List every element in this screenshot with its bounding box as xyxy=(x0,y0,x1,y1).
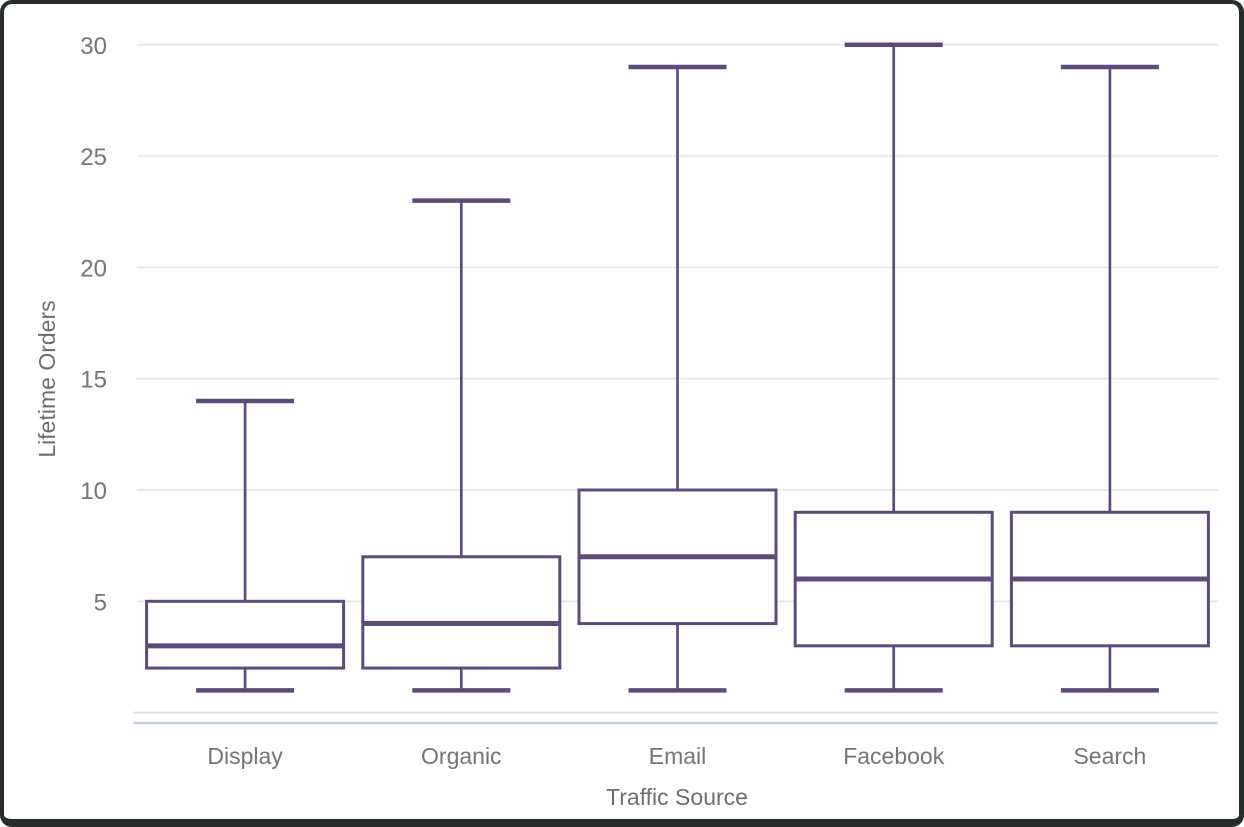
y-tick-label: 15 xyxy=(80,367,107,394)
y-tick-label: 25 xyxy=(80,144,107,171)
y-tick-label: 20 xyxy=(80,255,107,282)
boxplot-email[interactable] xyxy=(577,64,778,693)
x-axis-title: Traffic Source xyxy=(606,784,748,810)
y-axis-title: Lifetime Orders xyxy=(34,300,60,457)
y-axis-tick-labels: 5 10 15 20 25 30 xyxy=(80,33,107,616)
boxplot-organic[interactable] xyxy=(361,198,562,693)
box-series xyxy=(145,42,1210,693)
y-tick-label: 30 xyxy=(80,33,107,60)
boxplot-display[interactable] xyxy=(145,398,346,693)
x-axis-category-labels: Display Organic Email Facebook Search xyxy=(207,743,1146,769)
x-category-label: Facebook xyxy=(843,743,945,769)
x-category-label: Search xyxy=(1073,743,1146,769)
boxplot-facebook[interactable] xyxy=(793,42,994,693)
iqr-box xyxy=(361,555,562,670)
boxplot-search[interactable] xyxy=(1009,64,1210,693)
iqr-box xyxy=(145,599,346,670)
y-tick-label: 5 xyxy=(94,589,107,616)
y-tick-label: 10 xyxy=(80,478,107,505)
x-category-label: Display xyxy=(207,743,283,769)
x-category-label: Organic xyxy=(421,743,502,769)
x-category-label: Email xyxy=(649,743,707,769)
